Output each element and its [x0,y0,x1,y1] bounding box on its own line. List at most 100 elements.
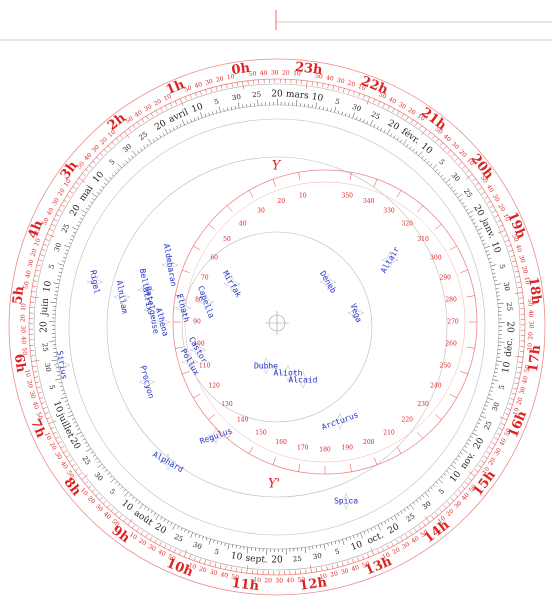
tick [481,191,486,195]
tick [224,542,226,546]
tick [478,419,482,421]
minute-label: 50 [526,299,534,307]
tick [212,111,214,115]
day-label: 30 [502,281,511,291]
tick [146,115,149,120]
tick [131,155,134,158]
tick [234,105,236,109]
tick [85,169,89,172]
tick [188,555,191,560]
tick [68,411,72,413]
tick [107,472,110,476]
tick [514,270,519,273]
day-label: 5 [214,548,220,557]
minute-label: 30 [91,144,101,154]
tick [510,398,515,400]
tick [146,143,149,147]
day-label: 25 [462,187,474,199]
tick [478,232,482,235]
star-glyph [181,353,199,371]
day-label: 30 [43,362,52,372]
tick [90,451,94,454]
minute-label: 20 [30,248,39,258]
tick [505,239,510,242]
tick [478,187,483,190]
tick [326,107,328,111]
tick [475,225,479,228]
tick [515,276,520,278]
tick [382,103,385,108]
tick [72,231,76,234]
minute-label: 30 [53,451,63,461]
tick [140,148,143,151]
azimuth-tick [435,224,442,230]
tick [34,275,39,277]
tick [427,489,430,493]
azimuth-label: 220 [402,417,414,424]
day-label: 25 [60,223,71,234]
star-glyph [319,273,337,291]
minute-label: 20 [198,565,208,574]
tick [355,116,358,120]
tick [473,429,477,432]
tick [409,531,413,536]
tick [453,461,456,464]
tick [59,382,63,384]
minute-label: 40 [31,401,40,411]
tick [164,128,168,134]
tick [56,370,60,373]
azimuth-tick [449,393,457,399]
tick [64,400,68,402]
tick [490,264,497,267]
tick [403,139,407,145]
tick [82,438,86,441]
tick [58,271,62,273]
minute-label: 50 [34,411,43,421]
tick [80,435,84,438]
tick [487,200,491,204]
tick [406,144,409,147]
tick [387,519,390,523]
tick [507,245,512,247]
tick [445,178,451,183]
minute-label: 10 [226,73,235,81]
star-name: Aldebaran [162,243,178,287]
day-label: 25 [505,302,514,312]
tick [513,265,518,268]
tick [145,533,148,538]
tick [352,558,354,563]
tick [367,529,369,533]
tick [497,302,504,305]
star-glyph [86,273,104,291]
tick [467,210,474,215]
hour-label: 4h [26,218,47,241]
minute-label: 30 [517,255,526,264]
tick [377,101,381,106]
tick [124,491,129,497]
tick [200,91,202,96]
hour-label: 12h [299,575,329,594]
minute-label: 10 [79,487,89,497]
tick [470,436,473,438]
azimuth-tick [298,463,301,472]
tick [174,100,178,105]
tick [44,412,49,415]
tick [464,445,468,448]
azimuth-tick [208,224,215,230]
day-label: 25 [252,91,262,100]
minute-label: 10 [23,369,31,378]
tick [128,157,131,161]
azimuth-label: 320 [402,220,414,227]
tick [71,418,75,420]
tick [103,182,107,186]
tick [493,375,497,377]
tick [374,526,376,530]
tick [92,193,98,198]
tick [71,464,76,467]
minute-label: 40 [286,577,294,584]
tick [107,145,111,149]
tick [223,108,225,112]
tick [97,460,101,463]
tick [415,151,418,154]
tick [200,112,203,119]
